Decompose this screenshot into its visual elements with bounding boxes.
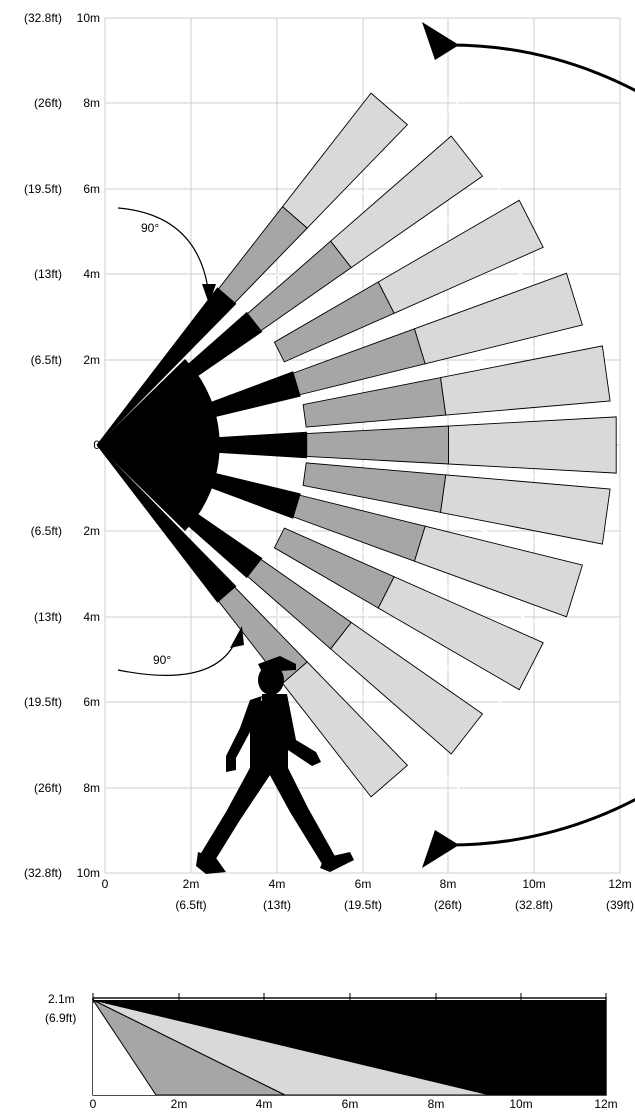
y-label-m-9: 8m [83, 781, 100, 795]
angle-label-lower: 90° [153, 653, 171, 667]
y-label-m-3: 4m [83, 267, 100, 281]
x-axis-labels: 0 2m (6.5ft) 4m (13ft) 6m (19.5ft) 8m (26ft) 10m (… [102, 877, 634, 912]
side-x-label-m-6: 12m [594, 1097, 617, 1111]
zone-far-0 [448, 416, 617, 474]
side-x-label-m-3: 6m [342, 1097, 359, 1111]
y-label-ft-3: (13ft) [34, 267, 62, 281]
x-label-m-5: 10m [522, 877, 545, 891]
y-label-ft-6: (6.5ft) [31, 524, 62, 538]
side-view: 2.1m (6.9ft) 0 2m 4m 6m 8m 10m 12m [45, 992, 618, 1111]
side-x-label-m-5: 10m [509, 1097, 532, 1111]
coverage-zones [96, 90, 617, 800]
y-label-ft-2: (19.5ft) [24, 182, 62, 196]
rotation-upper: 90° [117, 207, 216, 304]
side-x-label-m-0: 0 [90, 1097, 97, 1111]
arc-arrow-bottom-icon [422, 830, 459, 868]
x-label-m-3: 6m [355, 877, 372, 891]
x-label-ft-5: (32.8ft) [515, 898, 553, 912]
y-label-ft-1: (26ft) [34, 96, 62, 110]
zone-near-5 [96, 287, 237, 446]
y-label-m-7: 4m [83, 610, 100, 624]
y-label-m-8: 6m [83, 695, 100, 709]
sensor-core [97, 359, 220, 531]
x-label-ft-1: (6.5ft) [175, 898, 206, 912]
x-label-ft-6: (39ft) [606, 898, 634, 912]
y-label-m-0: 10m [77, 11, 100, 25]
y-label-m-5: 0 [93, 438, 100, 452]
zone-mid-5 [273, 281, 395, 363]
zone-far-1 [439, 345, 611, 416]
zone-near-6 [96, 444, 237, 603]
side-x-label-m-1: 2m [171, 1097, 188, 1111]
y-label-m-4: 2m [83, 353, 100, 367]
angle-label-upper: 90° [141, 221, 159, 235]
y-label-m-2: 6m [83, 182, 100, 196]
x-label-ft-2: (13ft) [263, 898, 291, 912]
x-label-m-1: 2m [183, 877, 200, 891]
zone-mid-0 [306, 425, 449, 465]
side-x-label-m-2: 4m [256, 1097, 273, 1111]
y-label-ft-7: (13ft) [34, 610, 62, 624]
x-label-m-4: 8m [440, 877, 457, 891]
x-label-m-2: 4m [269, 877, 286, 891]
side-x-label-m-4: 8m [428, 1097, 445, 1111]
x-label-ft-4: (26ft) [434, 898, 462, 912]
y-label-ft-8: (19.5ft) [24, 695, 62, 709]
side-height-m: 2.1m [48, 992, 75, 1006]
side-zone-long [93, 1000, 606, 1095]
rotation-arrow-upper-icon [202, 284, 216, 304]
y-label-ft-4: (6.5ft) [31, 353, 62, 367]
arc-arrow-top-icon [422, 22, 459, 60]
zone-mid-6 [273, 527, 395, 609]
x-label-ft-3: (19.5ft) [344, 898, 382, 912]
zone-far-2 [439, 474, 611, 545]
rotation-arrow-lower-icon [230, 626, 244, 648]
zone-mid-1 [302, 377, 447, 428]
y-label-ft-9: (26ft) [34, 781, 62, 795]
x-label-m-0: 0 [102, 877, 109, 891]
y-label-m-10: 10m [77, 866, 100, 880]
side-height-ft: (6.9ft) [45, 1011, 76, 1025]
y-label-ft-10: (32.8ft) [24, 866, 62, 880]
rotation-lower: 90° [117, 626, 244, 676]
y-label-m-1: 8m [83, 96, 100, 110]
walking-person-icon [196, 656, 354, 874]
y-label-ft-0: (32.8ft) [24, 11, 62, 25]
x-label-m-6: 12m [608, 877, 631, 891]
y-label-m-6: 2m [83, 524, 100, 538]
zone-mid-2 [302, 462, 447, 513]
y-axis-labels: 10m (32.8ft) 8m (26ft) 6m (19.5ft) 4m (13ft) 2m (… [24, 11, 100, 880]
